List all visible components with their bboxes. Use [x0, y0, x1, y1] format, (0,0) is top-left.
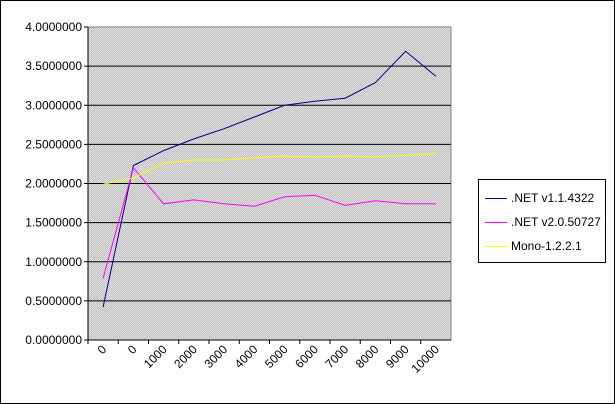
legend-swatch-series-2 — [485, 221, 507, 223]
series-line-3 — [102, 153, 436, 185]
x-tick-label: 3000 — [201, 342, 230, 371]
y-tick-label: 0.0000000 — [25, 333, 82, 347]
legend-item-series-2: .NET v2.0.50727 — [485, 214, 601, 230]
x-tick-label: 4000 — [232, 342, 261, 371]
x-tick-label: 0 — [95, 342, 110, 357]
y-tick-label: 4.0000000 — [25, 20, 82, 34]
x-tick-label: 7000 — [322, 342, 351, 371]
legend-swatch-series-3 — [485, 245, 507, 247]
x-tick-label: 8000 — [353, 342, 382, 371]
x-tick-label: 2000 — [171, 342, 200, 371]
series-line-1 — [102, 50, 437, 308]
series-lines — [102, 50, 437, 308]
y-tick-label: 0.5000000 — [25, 294, 82, 308]
x-tick-label: 9000 — [383, 342, 412, 371]
x-tick-label: 6000 — [292, 342, 321, 371]
legend-item-series-3: Mono-1.2.2.1 — [485, 238, 582, 254]
x-tick-label: 1000 — [141, 342, 170, 371]
y-axis-ticks: 0.0000000 0.5000000 1.0000000 1.5000000 2.00… — [25, 20, 88, 347]
legend-label-series-3: Mono-1.2.2.1 — [511, 239, 582, 253]
legend-item-series-1: .NET v1.1.4322 — [485, 190, 594, 206]
x-tick-label: 5000 — [262, 342, 291, 371]
x-tick-label: 0 — [125, 342, 140, 357]
legend-swatch-series-1 — [485, 197, 507, 199]
legend: .NET v1.1.4322 .NET v2.0.50727 Mono-1.2.… — [478, 179, 606, 263]
y-tick-label: 1.0000000 — [25, 255, 82, 269]
legend-label-series-2: .NET v2.0.50727 — [511, 215, 601, 229]
y-tick-label: 1.5000000 — [25, 216, 82, 230]
y-tick-label: 2.0000000 — [25, 177, 82, 191]
y-tick-label: 2.5000000 — [25, 137, 82, 151]
legend-label-series-1: .NET v1.1.4322 — [511, 191, 595, 205]
y-tick-label: 3.0000000 — [25, 98, 82, 112]
x-tick-label: 10000 — [408, 342, 442, 376]
x-axis-ticks: 0 0 1000 2000 3000 4000 5000 6000 7000 8000 900010… — [87, 340, 442, 376]
series-line-2 — [102, 166, 436, 279]
y-tick-label: 3.5000000 — [25, 59, 82, 73]
